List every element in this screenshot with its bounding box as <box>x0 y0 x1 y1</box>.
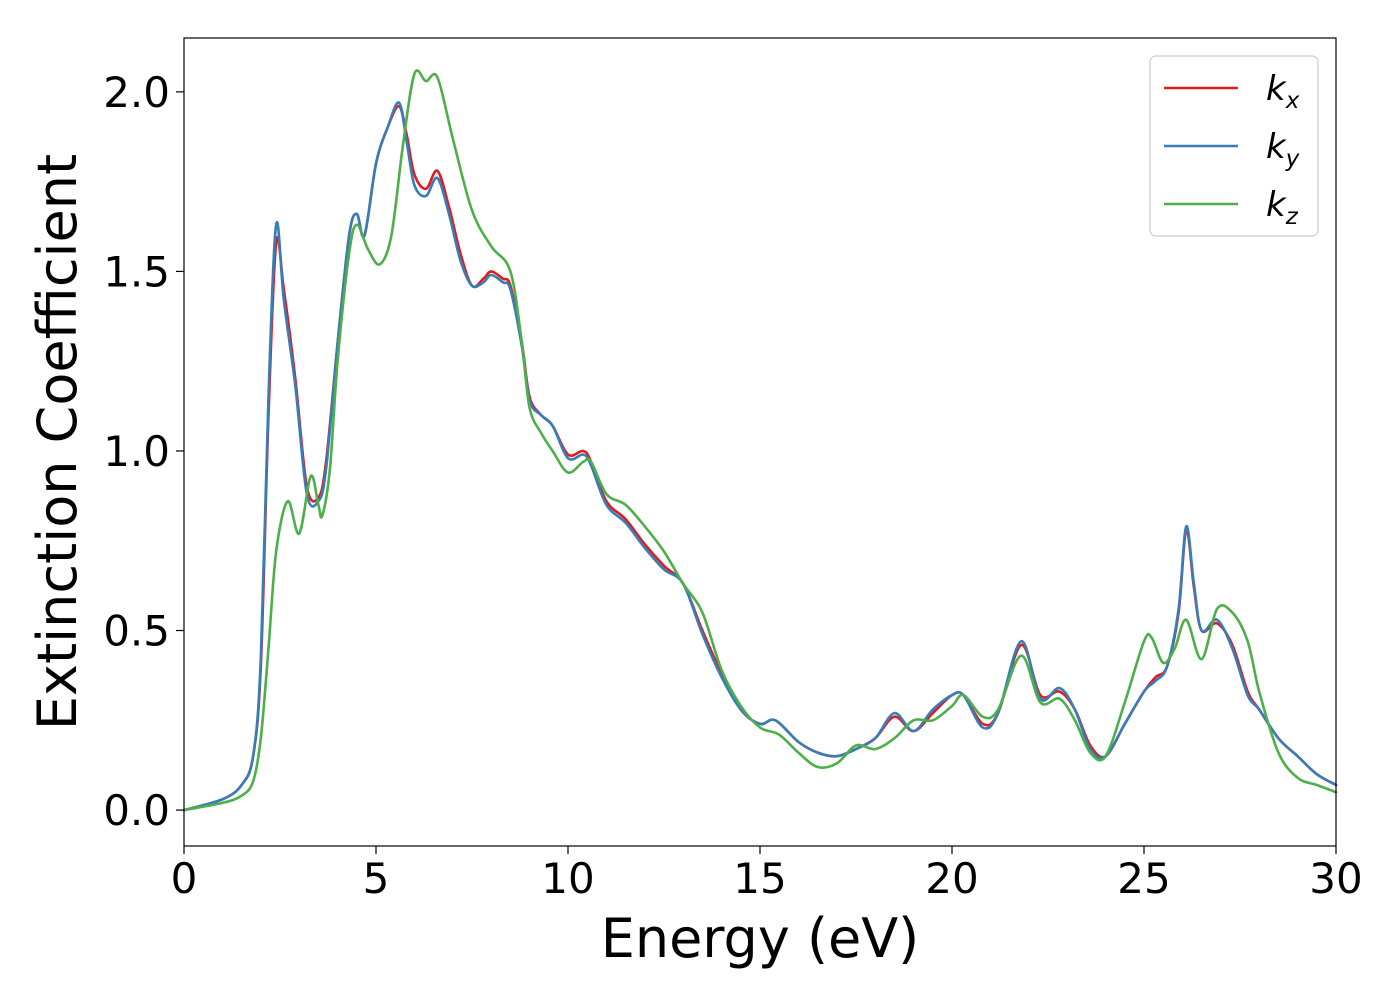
y-tick-label: 1.0 <box>103 427 170 476</box>
x-tick-label: 30 <box>1309 854 1362 903</box>
x-axis-label: Energy (eV) <box>601 907 920 970</box>
y-tick-label: 0.0 <box>103 786 170 835</box>
series-layer <box>182 69 1338 812</box>
y-tick-label: 0.5 <box>103 607 170 656</box>
y-axis-ticks: 0.0 0.5 1.0 1.5 2.0 <box>103 68 184 835</box>
y-tick-label: 1.5 <box>103 247 170 296</box>
x-tick-label: 15 <box>733 854 786 903</box>
series-line-z <box>182 69 1338 812</box>
y-axis-label: Extinction Coefficient <box>26 154 89 730</box>
legend-label-x: kx <box>1266 69 1300 114</box>
legend: kx ky kz <box>1149 55 1319 237</box>
x-tick-label: 5 <box>363 854 390 903</box>
x-tick-label: 25 <box>1117 854 1170 903</box>
y-tick-label: 2.0 <box>103 68 170 117</box>
series-line-y <box>182 101 1338 812</box>
legend-label-y: ky <box>1266 127 1300 172</box>
x-axis-ticks: 0 5 10 15 20 25 30 <box>171 846 1363 903</box>
x-tick-label: 20 <box>925 854 978 903</box>
legend-label-z: kz <box>1266 185 1299 230</box>
x-tick-label: 10 <box>541 854 594 903</box>
x-tick-label: 0 <box>171 854 198 903</box>
